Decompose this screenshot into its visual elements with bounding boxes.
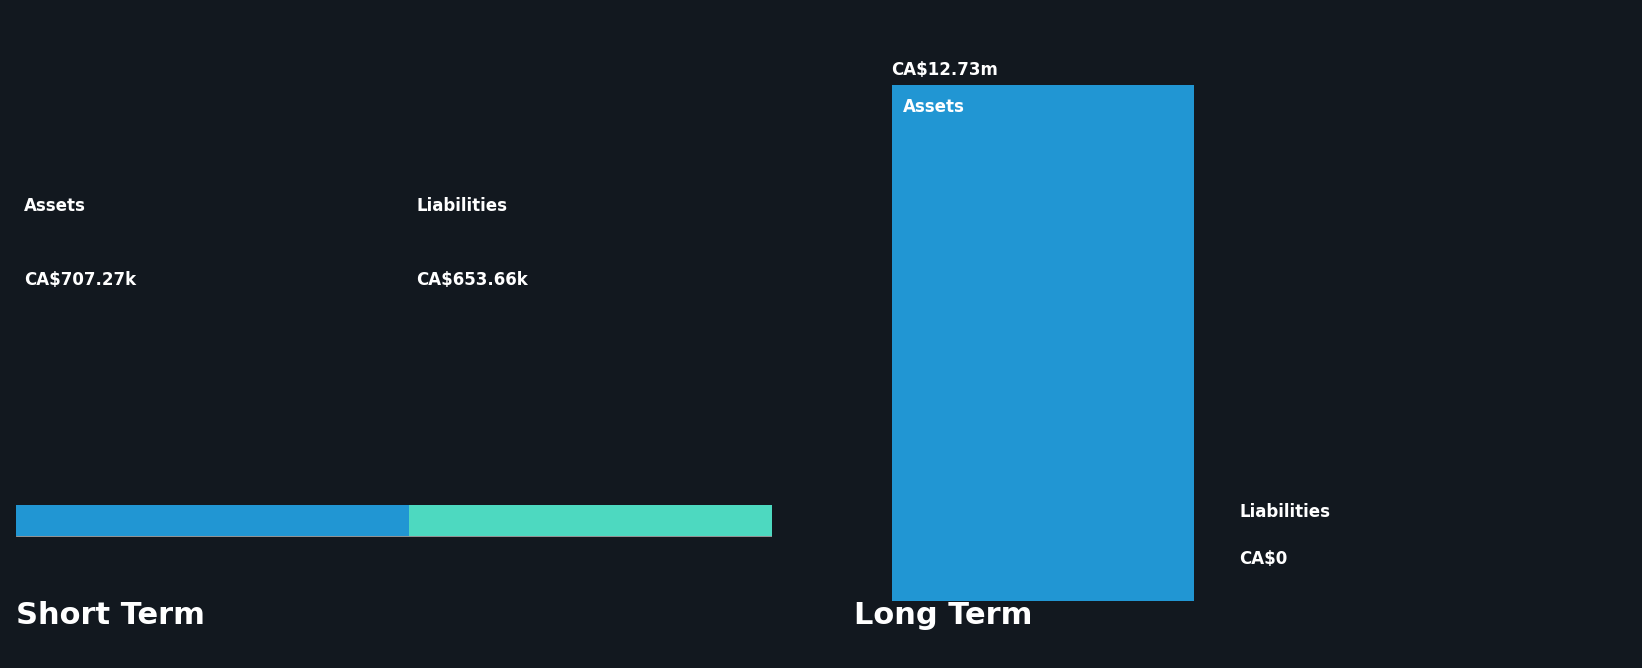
Text: CA$12.73m: CA$12.73m [892,61,998,79]
Text: Assets: Assets [903,98,965,116]
Text: CA$707.27k: CA$707.27k [25,271,136,289]
Bar [409,505,772,536]
Text: Short Term: Short Term [16,601,205,630]
Text: CA$0: CA$0 [1240,550,1287,568]
Text: Liabilities: Liabilities [1240,503,1330,521]
Text: Assets: Assets [25,197,85,215]
Text: CA$653.66k: CA$653.66k [417,271,529,289]
Text: Long Term: Long Term [854,601,1033,630]
Text: Liabilities: Liabilities [417,197,507,215]
Bar [16,505,409,536]
Bar [892,85,1194,601]
